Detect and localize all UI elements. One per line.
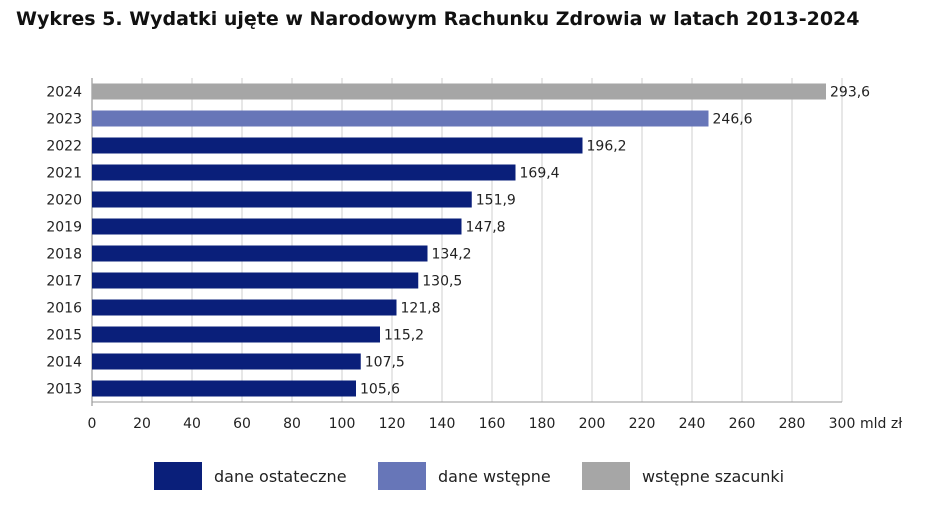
bar-chart: 0 20 40 60 80 100 120 140 160 180 200 220 240 260 280 3… — [46, 78, 902, 432]
y-tick-label-2020: 2020 — [46, 193, 82, 209]
legend-item-final: dane ostateczne — [154, 462, 347, 490]
bar-value-label-2020: 151,9 — [476, 193, 516, 209]
bar-value-label-2024: 293,6 — [830, 85, 870, 101]
y-tick-label-2022: 2022 — [46, 139, 82, 155]
x-axis-unit: mld zł — [860, 416, 902, 432]
bar-value-label-2018: 134,2 — [432, 247, 472, 263]
x-tick-label-240: 240 — [679, 416, 706, 432]
bar-2022 — [92, 137, 583, 154]
y-tick-label-2018: 2018 — [46, 247, 82, 263]
y-tick-label-2024: 2024 — [46, 85, 82, 101]
y-tick-label-2015: 2015 — [46, 328, 82, 344]
x-tick-label-20: 20 — [133, 416, 151, 432]
bar-2014 — [92, 353, 361, 370]
legend-swatch-estimate — [582, 462, 630, 490]
x-tick-label-180: 180 — [529, 416, 556, 432]
y-tick-label-2023: 2023 — [46, 112, 82, 128]
bar-2021 — [92, 164, 516, 181]
bar-2013 — [92, 380, 356, 397]
y-tick-label-2021: 2021 — [46, 166, 82, 182]
legend: dane ostateczne dane wstępne wstępne sza… — [0, 462, 948, 496]
y-tick-label-2019: 2019 — [46, 220, 82, 236]
bar-2020 — [92, 191, 472, 208]
x-tick-label-120: 120 — [379, 416, 406, 432]
x-tick-label-200: 200 — [579, 416, 606, 432]
bar-2023 — [92, 110, 709, 127]
x-tick-label-280: 280 — [779, 416, 806, 432]
chart-title: Wykres 5. Wydatki ujęte w Narodowym Rach… — [16, 8, 860, 30]
bar-2018 — [92, 245, 428, 262]
x-tick-label-160: 160 — [479, 416, 506, 432]
x-tick-label-0: 0 — [88, 416, 97, 432]
legend-label-preliminary: dane wstępne — [438, 466, 551, 486]
bar-value-label-2023: 246,6 — [713, 112, 753, 128]
x-tick-label-80: 80 — [283, 416, 301, 432]
bar-value-label-2022: 196,2 — [587, 139, 627, 155]
bar-value-label-2013: 105,6 — [360, 382, 400, 398]
bar-2015 — [92, 326, 380, 343]
legend-swatch-final — [154, 462, 202, 490]
bar-value-label-2019: 147,8 — [466, 220, 506, 236]
y-tick-label-2014: 2014 — [46, 355, 82, 371]
bar-2017 — [92, 272, 419, 289]
y-tick-label-2016: 2016 — [46, 301, 82, 317]
x-tick-label-60: 60 — [233, 416, 251, 432]
legend-label-estimate: wstępne szacunki — [642, 466, 785, 486]
legend-item-preliminary: dane wstępne — [378, 462, 551, 490]
bar-value-label-2015: 115,2 — [384, 328, 424, 344]
legend-swatch-preliminary — [378, 462, 426, 490]
x-tick-label-260: 260 — [729, 416, 756, 432]
x-tick-label-300: 300 — [829, 416, 856, 432]
x-tick-label-40: 40 — [183, 416, 201, 432]
x-tick-label-100: 100 — [329, 416, 356, 432]
bar-value-label-2014: 107,5 — [365, 355, 405, 371]
x-tick-label-140: 140 — [429, 416, 456, 432]
y-tick-label-2017: 2017 — [46, 274, 82, 290]
bar-value-label-2017: 130,5 — [422, 274, 462, 290]
legend-item-estimate: wstępne szacunki — [582, 462, 784, 490]
bar-2019 — [92, 218, 462, 235]
bar-value-label-2021: 169,4 — [520, 166, 560, 182]
bar-value-label-2016: 121,8 — [401, 301, 441, 317]
bar-2016 — [92, 299, 397, 316]
x-tick-label-220: 220 — [629, 416, 656, 432]
legend-label-final: dane ostateczne — [214, 466, 347, 486]
bar-2024 — [92, 83, 826, 100]
y-tick-label-2013: 2013 — [46, 382, 82, 398]
